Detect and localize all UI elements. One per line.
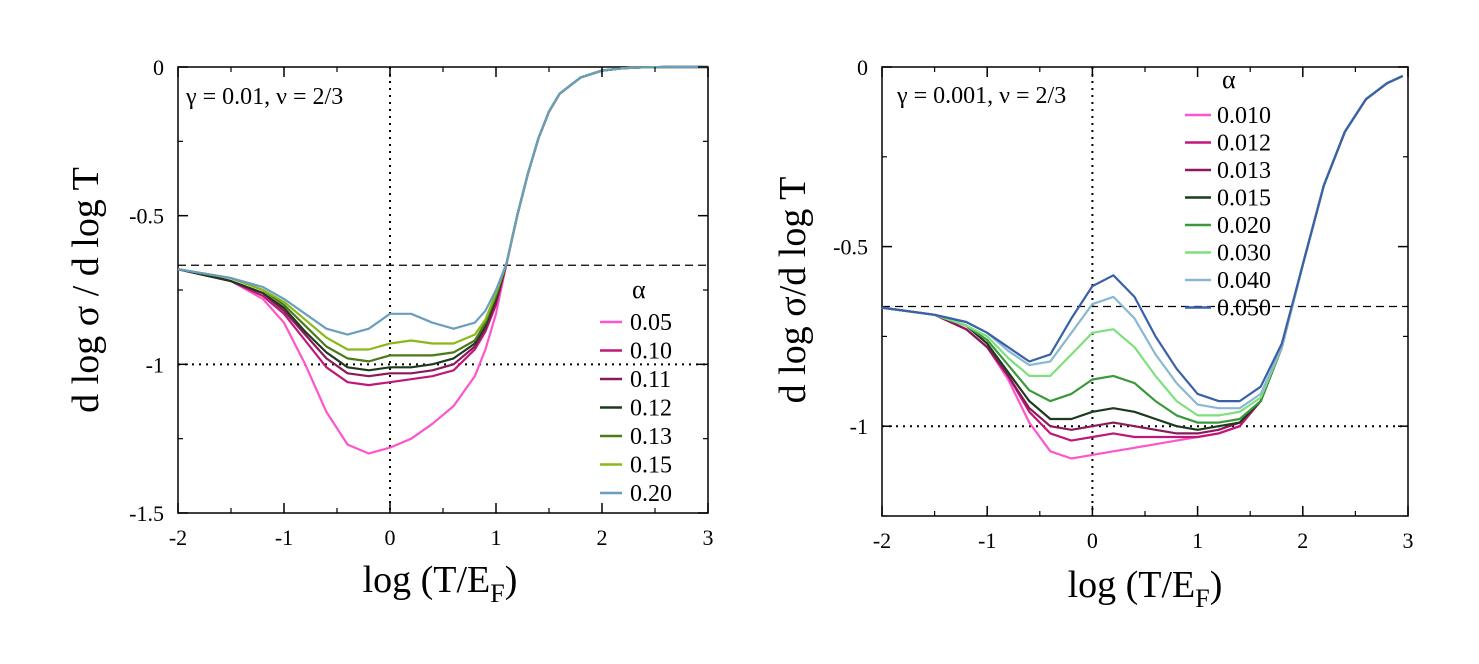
- right-series-line-0.012: [881, 75, 1404, 442]
- left-legend-label-0.11: 0.11: [630, 367, 671, 393]
- right-reference-lines: [882, 67, 1408, 516]
- left-y-tick-label: -0.5: [129, 204, 164, 229]
- right-x-tick-label: 3: [1403, 528, 1414, 553]
- left-series-line-0.13: [177, 65, 708, 363]
- right-legend: α 0.0100.0120.0130.0150.0200.0300.0400.0…: [1185, 65, 1271, 322]
- right-series-lines: [881, 75, 1404, 460]
- left-series-lines: [177, 65, 708, 455]
- right-series-line-0.030: [881, 75, 1404, 417]
- left-legend-label-0.05: 0.05: [630, 310, 672, 336]
- left-x-tick-label: 3: [703, 525, 714, 550]
- left-series-line-0.20: [177, 65, 708, 336]
- right-x-tick-label: 2: [1297, 528, 1308, 553]
- left-y-axis-title: d log σ / d log T: [65, 167, 107, 413]
- left-reference-lines: [178, 67, 708, 513]
- left-y-tick-label: -1: [146, 352, 164, 377]
- left-tick-labels: -2 -1 0 1 2 3 0 -0.5 -1 -1.5: [129, 55, 713, 550]
- left-x-tick-label: 0: [385, 525, 396, 550]
- left-x-axis-title: log (T/EF): [363, 559, 518, 608]
- right-tick-labels: -2 -1 0 1 2 3 0 -0.5 -1: [833, 55, 1413, 553]
- right-y-tick-label: -0.5: [833, 235, 868, 260]
- left-x-tick-label: 2: [597, 525, 608, 550]
- left-annotation: γ = 0.01, ν = 2/3: [185, 84, 343, 110]
- right-axis-ticks: [881, 66, 1409, 517]
- left-y-tick-label: 0: [153, 55, 164, 80]
- right-series-line-0.020: [881, 75, 1404, 424]
- left-x-tick-label: 1: [491, 525, 502, 550]
- right-legend-label-0.020: 0.020: [1217, 213, 1271, 239]
- left-legend-label-0.10: 0.10: [630, 339, 672, 365]
- left-y-tick-label: -1.5: [129, 501, 164, 526]
- right-y-axis-title: d log σ/d log T: [772, 177, 814, 404]
- right-x-axis-title-main: log (T/E: [1068, 564, 1196, 606]
- left-x-axis-title-close: ): [505, 559, 518, 601]
- right-x-tick-label: -2: [873, 528, 891, 553]
- left-axis-ticks: [177, 66, 709, 514]
- left-x-tick-label: -1: [275, 525, 293, 550]
- left-series-line-0.11: [177, 65, 708, 378]
- right-series-line-0.010: [881, 75, 1404, 460]
- right-chart-panel: -2 -1 0 1 2 3 0 -0.5 -1 γ = 0.001, ν = 2/3 d log…: [772, 55, 1414, 613]
- right-y-tick-label: -1: [850, 414, 868, 439]
- right-x-axis-title-close: ): [1210, 564, 1223, 606]
- left-series-line-0.05: [177, 65, 708, 455]
- right-y-tick-label: 0: [857, 55, 868, 80]
- left-legend-label-0.20: 0.20: [630, 481, 672, 507]
- right-legend-label-0.012: 0.012: [1217, 131, 1271, 157]
- right-legend-label-0.030: 0.030: [1217, 241, 1271, 267]
- left-legend-label-0.15: 0.15: [630, 453, 672, 479]
- left-legend: α 0.05 0.100.11 0.120.13 0.150.20: [600, 275, 672, 507]
- left-series-line-0.10: [177, 65, 708, 387]
- right-x-tick-label: 0: [1087, 528, 1098, 553]
- right-x-axis-title-sub: F: [1195, 584, 1209, 613]
- right-plot-frame: [881, 66, 1409, 517]
- left-chart-panel: -2 -1 0 1 2 3 0 -0.5 -1 -1.5 γ = 0.01, ν = 2/3 d …: [65, 55, 714, 608]
- right-legend-label-0.040: 0.040: [1217, 268, 1271, 294]
- left-x-axis-title-main: log (T/E: [363, 559, 491, 601]
- right-x-tick-label: 1: [1192, 528, 1203, 553]
- right-annotation: γ = 0.001, ν = 2/3: [896, 83, 1066, 109]
- right-legend-label-0.050: 0.050: [1217, 296, 1271, 322]
- left-x-axis-title-sub: F: [490, 579, 504, 608]
- left-legend-label-0.13: 0.13: [630, 424, 672, 450]
- left-legend-label-0.12: 0.12: [630, 396, 672, 422]
- right-legend-title: α: [1222, 65, 1236, 94]
- right-legend-label-0.010: 0.010: [1217, 103, 1271, 129]
- right-series-line-0.013: [881, 75, 1404, 435]
- right-series-line-0.050: [881, 75, 1404, 403]
- right-legend-label-0.015: 0.015: [1217, 186, 1271, 212]
- right-legend-label-0.013: 0.013: [1217, 158, 1271, 184]
- left-x-tick-label: -2: [169, 525, 187, 550]
- right-x-axis-title: log (T/EF): [1068, 564, 1223, 613]
- right-series-line-0.015: [881, 75, 1404, 431]
- left-legend-title: α: [632, 275, 646, 304]
- right-x-tick-label: -1: [978, 528, 996, 553]
